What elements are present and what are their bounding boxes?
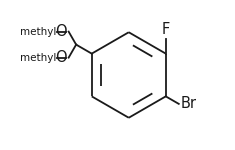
Text: methyl: methyl [20, 27, 56, 37]
Text: methyl: methyl [20, 53, 56, 63]
Text: F: F [162, 22, 170, 37]
Text: O: O [55, 50, 67, 65]
Text: Br: Br [180, 96, 196, 111]
Text: O: O [55, 24, 67, 39]
